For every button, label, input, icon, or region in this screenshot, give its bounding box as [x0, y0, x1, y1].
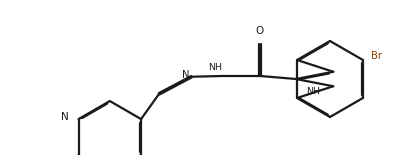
Text: N: N [61, 112, 68, 122]
Text: NH: NH [208, 63, 222, 72]
Text: Br: Br [371, 51, 382, 61]
Text: N: N [182, 70, 189, 80]
Text: NH: NH [306, 87, 320, 96]
Text: O: O [256, 26, 264, 36]
